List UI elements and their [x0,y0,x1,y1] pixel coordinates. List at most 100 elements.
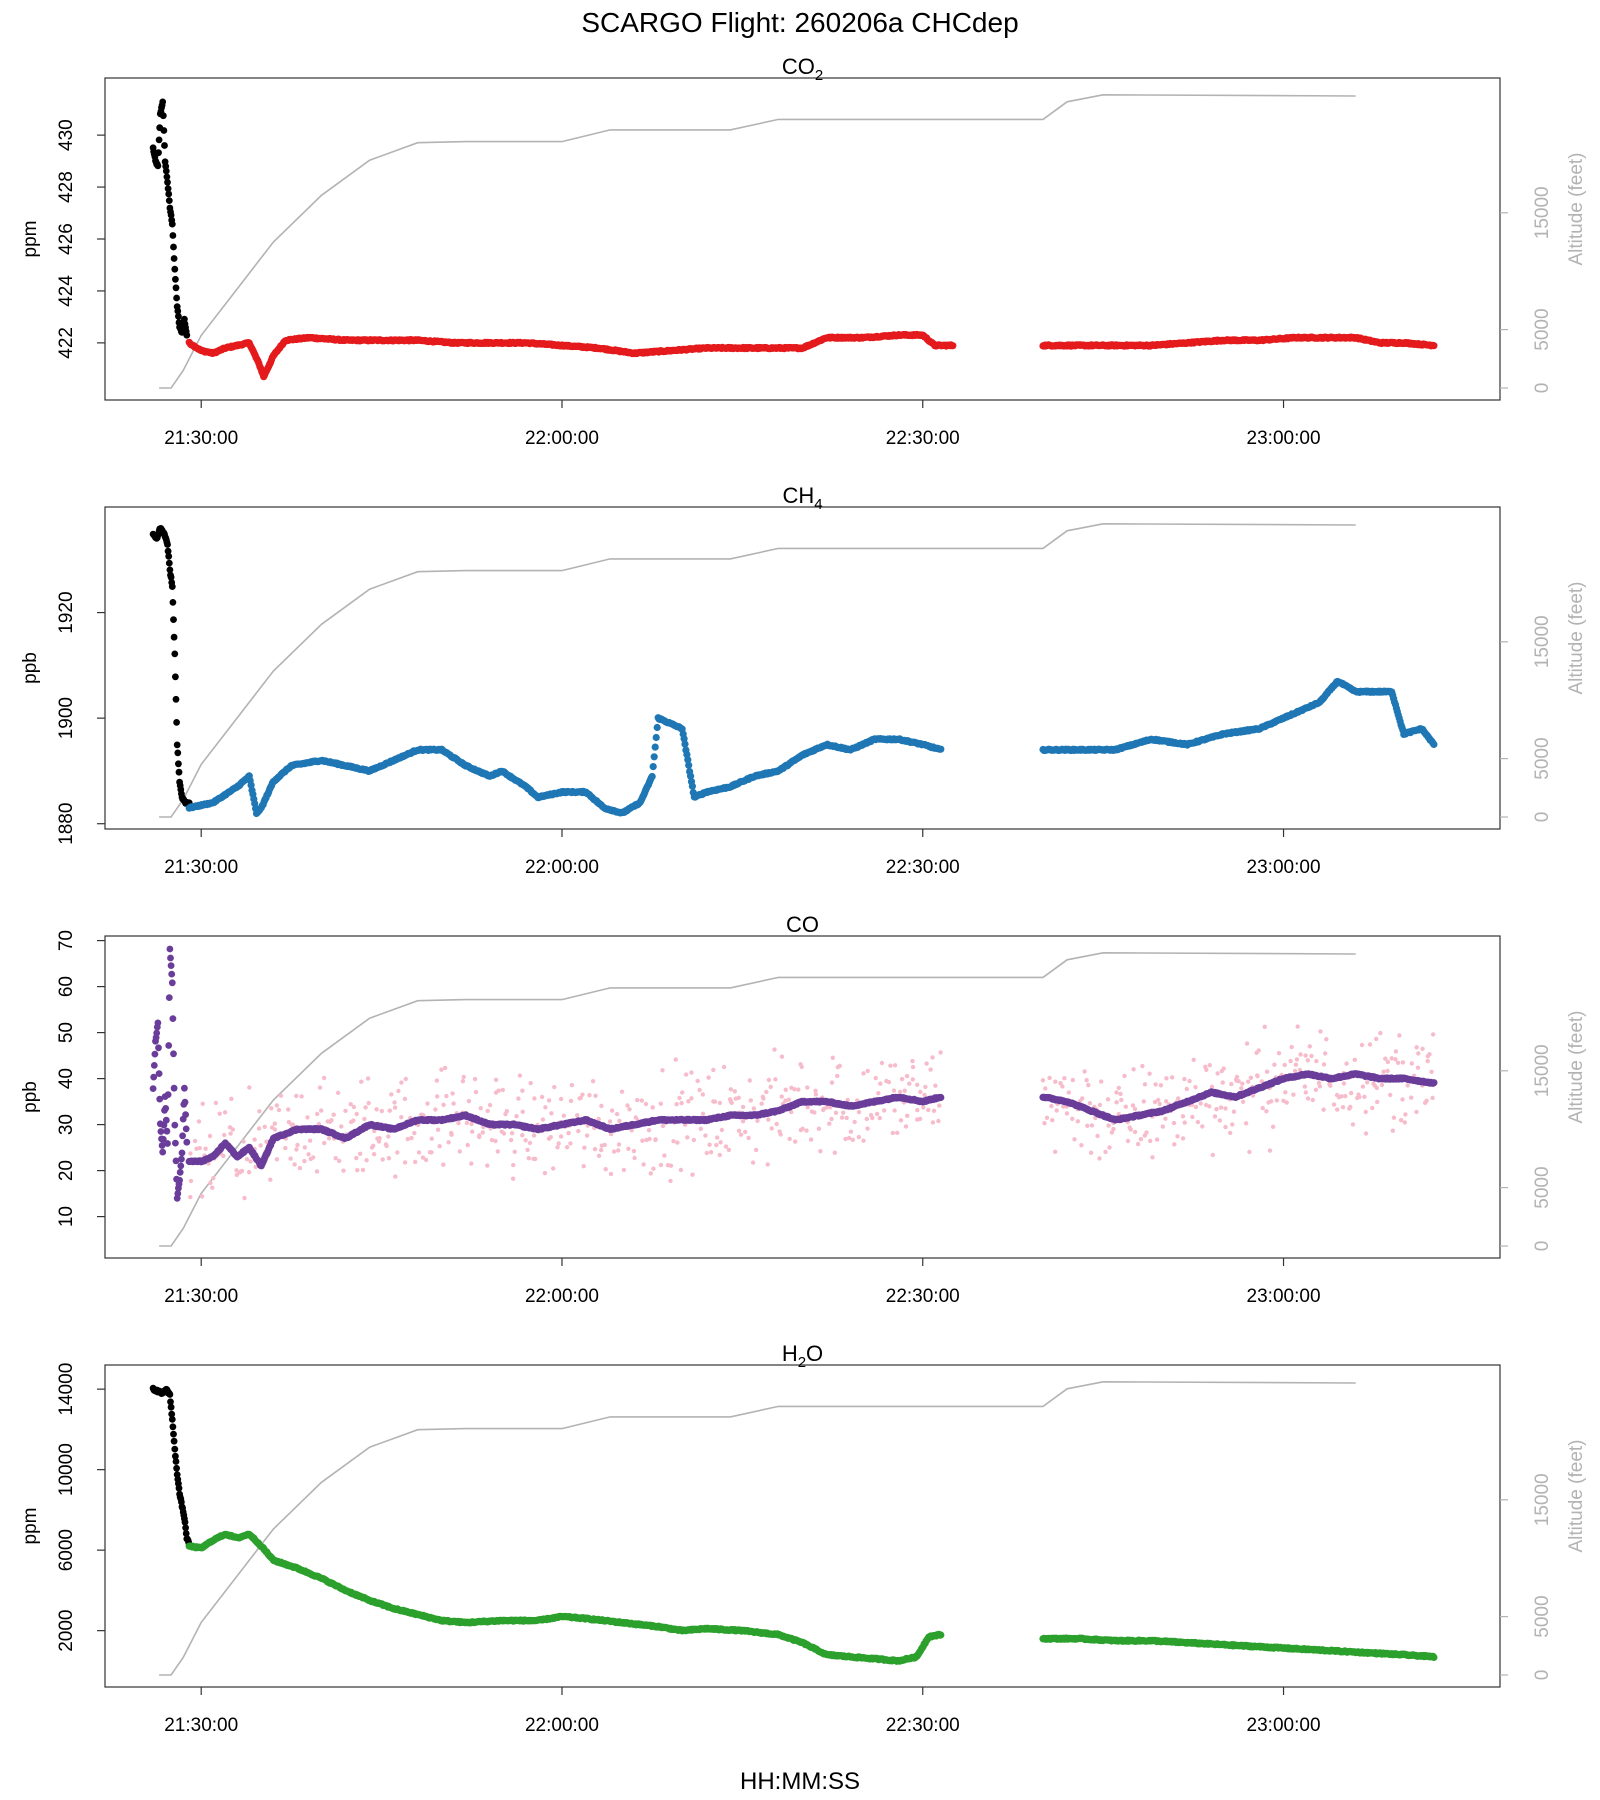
raw-point [386,1134,391,1139]
series-point [1430,342,1438,350]
ground-point [154,162,162,170]
raw-point [442,1065,448,1071]
raw-point [719,1127,725,1133]
raw-point [1220,1080,1225,1085]
y-tick-label: 6000 [56,1529,77,1571]
ground-point [153,1029,161,1037]
raw-point [412,1130,417,1136]
raw-point [930,1055,935,1060]
raw-point [593,1093,598,1099]
raw-point [446,1140,451,1145]
raw-point [1097,1156,1102,1161]
raw-point [1228,1130,1233,1136]
raw-point [740,1104,746,1110]
raw-point [707,1142,712,1147]
raw-point [1141,1099,1147,1104]
raw-point [1182,1076,1187,1082]
altitude-tick-label: 0 [1532,1241,1553,1252]
raw-point [1272,1062,1277,1067]
raw-point [1388,1092,1393,1098]
panel-title-after: O [806,1341,823,1366]
raw-point [1276,1051,1282,1056]
raw-point [393,1174,398,1179]
x-tick-label: 23:00:00 [1247,428,1321,449]
raw-point [520,1133,525,1138]
raw-point [188,1194,193,1200]
raw-point [1053,1149,1058,1155]
raw-point [837,1063,842,1069]
raw-point [387,1108,392,1113]
raw-point [465,1142,470,1148]
raw-point [1427,1052,1432,1057]
ground-point [164,1091,172,1098]
y-axis-label: ppm [20,221,41,258]
raw-point [208,1180,213,1186]
raw-point [1190,1114,1195,1120]
raw-point [409,1135,414,1141]
panel-title: H2O [782,1341,823,1371]
raw-point [627,1107,632,1112]
ground-point [178,1155,185,1163]
raw-point [1425,1058,1430,1064]
raw-point [779,1094,784,1099]
ground-point [182,1530,190,1537]
ground-point [175,1484,183,1492]
x-tick-label: 21:30:00 [164,1286,238,1307]
y-tick-label: 426 [56,223,77,255]
series-points [185,677,1438,818]
raw-point [1234,1074,1240,1080]
raw-point [584,1133,590,1138]
raw-point [188,1151,193,1156]
raw-point [1303,1053,1308,1058]
raw-point [1060,1084,1065,1089]
raw-point [1207,1063,1213,1068]
raw-point [1223,1106,1228,1111]
raw-point [922,1092,927,1098]
raw-point [1163,1116,1168,1121]
raw-point [602,1142,607,1148]
raw-point [1097,1102,1103,1108]
ground-point [164,547,172,555]
ground-points [149,1384,193,1548]
raw-point [500,1087,505,1093]
raw-point [470,1129,475,1134]
raw-point [466,1098,472,1104]
raw-point [1175,1134,1180,1139]
raw-point [674,1102,679,1107]
raw-point [213,1100,219,1106]
ground-point [175,312,182,320]
ground-point [165,197,173,205]
ground-point [171,265,179,273]
ground-point [170,1050,177,1058]
raw-point [1316,1080,1322,1086]
raw-point [1309,1053,1314,1059]
raw-point [196,1119,202,1124]
raw-point [1218,1105,1224,1110]
raw-point [516,1096,521,1101]
raw-point [262,1124,267,1130]
raw-point [525,1147,530,1153]
raw-point [792,1087,797,1092]
raw-point [1084,1078,1089,1083]
raw-point [1080,1096,1085,1101]
ground-point [176,1168,184,1176]
raw-point [1260,1105,1265,1111]
raw-point [679,1100,684,1106]
raw-point [804,1128,809,1133]
raw-point [1209,1084,1215,1090]
raw-point [746,1135,751,1141]
ground-point [159,1135,167,1143]
raw-point [1389,1056,1394,1061]
series-point [937,745,945,753]
raw-point [662,1153,667,1158]
raw-point [1214,1107,1219,1112]
raw-point [1363,1131,1369,1136]
raw-point [690,1172,695,1177]
raw-point [1044,1115,1050,1121]
raw-point [1103,1149,1108,1155]
raw-point [1125,1138,1131,1144]
raw-point [829,1116,834,1122]
raw-point [1307,1044,1313,1049]
